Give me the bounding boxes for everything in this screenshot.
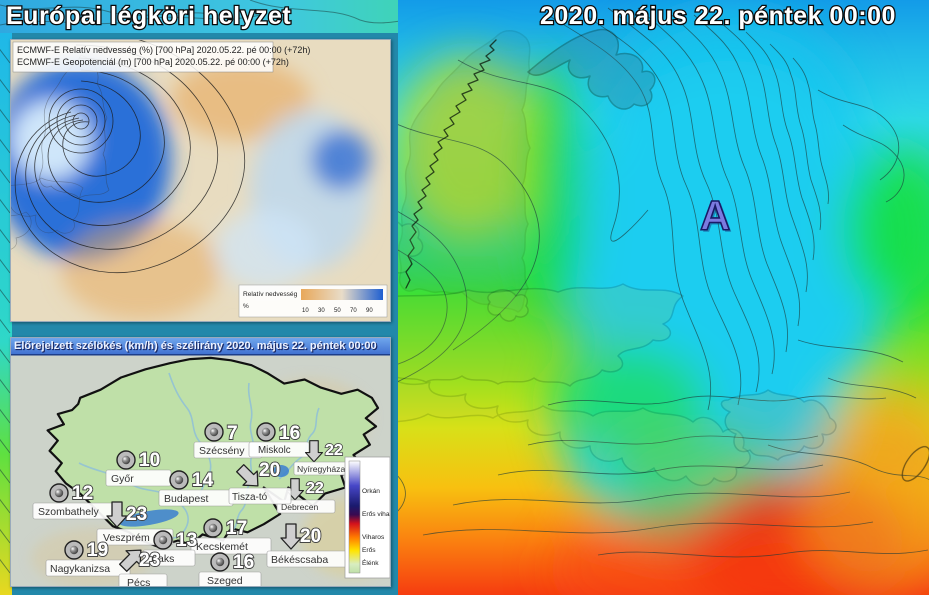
svg-text:22: 22 [306, 480, 324, 497]
svg-text:%: % [243, 303, 249, 310]
svg-text:10: 10 [302, 308, 309, 314]
svg-text:10: 10 [139, 450, 160, 471]
svg-text:50: 50 [334, 308, 341, 314]
svg-text:Pécs: Pécs [127, 577, 150, 586]
svg-text:ECMWF-E Relatív nedvesség (%): ECMWF-E Relatív nedvesség (%) [700 hPa] … [17, 45, 310, 55]
svg-text:Szécsény: Szécsény [199, 445, 245, 457]
svg-text:Erős vihar: Erős vihar [362, 511, 390, 518]
svg-text:Budapest: Budapest [164, 493, 208, 505]
svg-text:23: 23 [139, 550, 160, 571]
svg-text:Előrejelzett szélökés (km/h) é: Előrejelzett szélökés (km/h) és szélirán… [14, 340, 377, 352]
svg-text:17: 17 [226, 518, 247, 539]
svg-text:7: 7 [227, 423, 238, 444]
svg-text:Szeged: Szeged [207, 575, 243, 586]
svg-text:Veszprém: Veszprém [103, 532, 150, 544]
svg-text:22: 22 [325, 442, 343, 459]
svg-text:70: 70 [350, 308, 357, 314]
svg-text:16: 16 [279, 423, 300, 444]
svg-text:19: 19 [87, 540, 108, 561]
svg-text:14: 14 [192, 470, 214, 491]
svg-text:12: 12 [72, 483, 93, 504]
svg-text:Győr: Győr [111, 473, 134, 485]
svg-text:Békéscsaba: Békéscsaba [271, 554, 328, 566]
svg-text:Tisza-tó: Tisza-tó [232, 492, 268, 503]
svg-text:Szombathely: Szombathely [38, 506, 99, 518]
svg-text:Relatív nedvesség: Relatív nedvesség [243, 291, 298, 298]
svg-text:16: 16 [233, 552, 254, 573]
svg-text:Nyíregyháza: Nyíregyháza [297, 464, 345, 474]
svg-text:Élénk: Élénk [362, 558, 379, 567]
svg-text:Erős: Erős [362, 547, 376, 554]
svg-text:Miskolc: Miskolc [258, 445, 291, 456]
svg-text:ECMWF-E Geopotenciál (m) [700: ECMWF-E Geopotenciál (m) [700 hPa] 2020.… [17, 57, 289, 67]
svg-text:Orkán: Orkán [362, 488, 380, 495]
svg-text:13: 13 [176, 530, 197, 551]
svg-text:Nagykanizsa: Nagykanizsa [50, 563, 110, 575]
svg-text:90: 90 [366, 308, 373, 314]
svg-text:Viharos: Viharos [362, 534, 385, 541]
svg-text:30: 30 [318, 308, 325, 314]
svg-text:20: 20 [259, 460, 280, 481]
svg-text:23: 23 [126, 504, 147, 525]
svg-text:A: A [700, 192, 730, 239]
svg-text:20: 20 [300, 526, 321, 547]
